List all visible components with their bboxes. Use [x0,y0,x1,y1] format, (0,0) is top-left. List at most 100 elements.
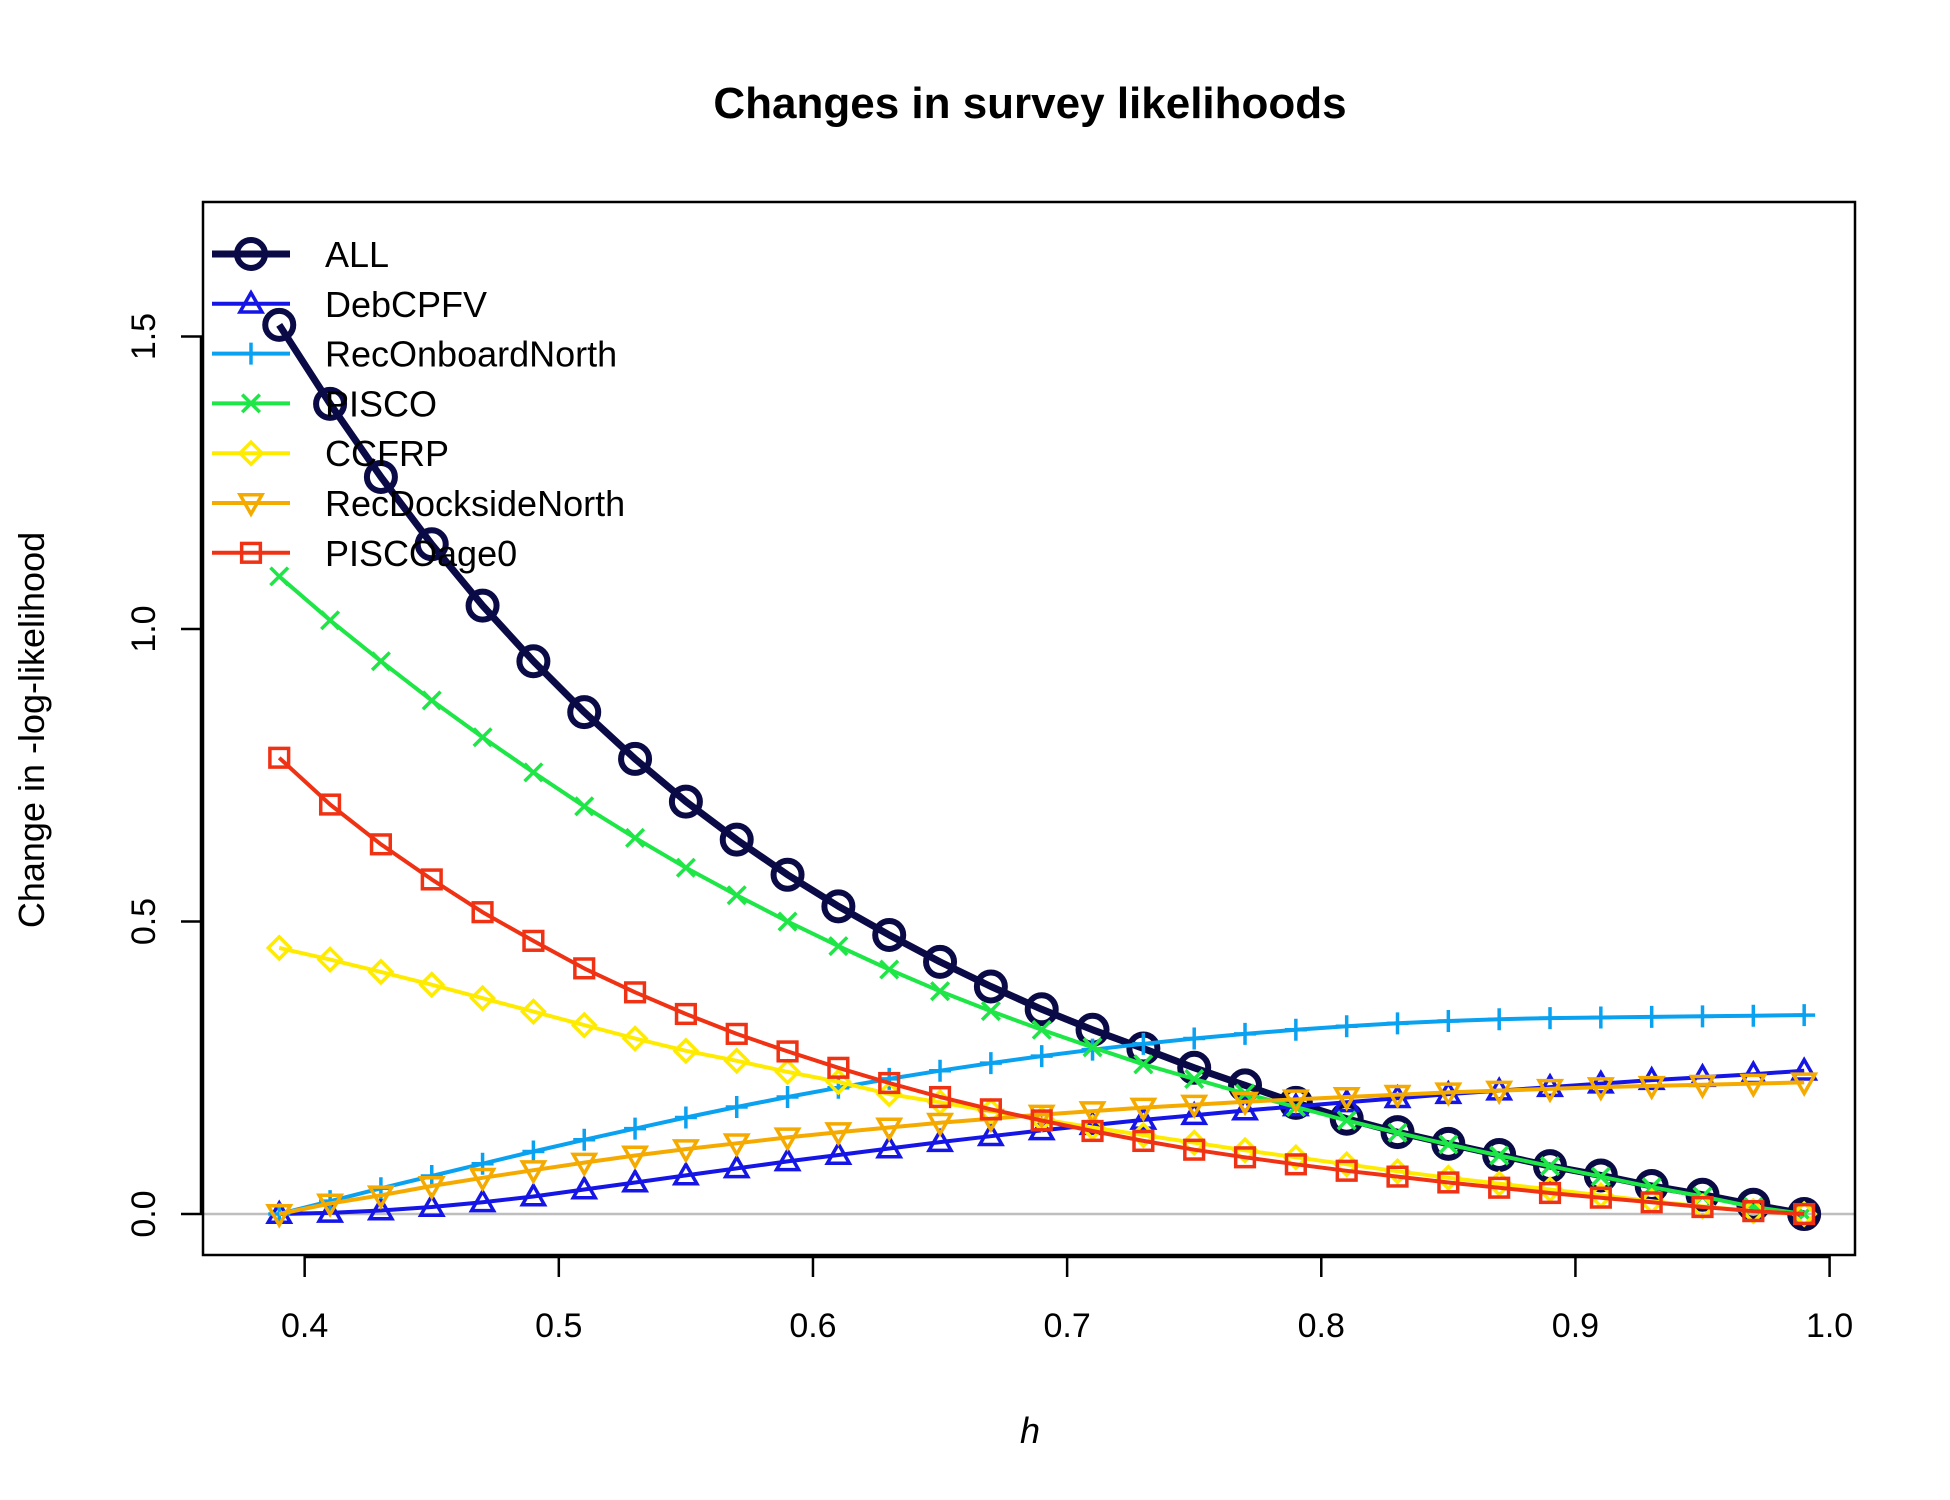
data-point-pisco [1438,1134,1459,1155]
data-point-recdocksidenorth [1129,1097,1158,1123]
y-tick-label: 0.5 [125,898,163,945]
data-point-all [923,944,958,979]
data-point-pisco [1590,1166,1611,1187]
data-point-recdocksidenorth [1485,1080,1514,1106]
data-point-pisco [625,827,646,848]
data-point-piscoage0 [1437,1171,1460,1194]
data-point-all [872,918,907,953]
data-point-reconboardnorth [776,1086,799,1109]
data-point-pisco [523,762,544,783]
data-point-recdocksidenorth [519,1160,548,1185]
data-point-piscoage0 [268,746,291,769]
data-point-pisco [675,857,696,878]
data-point-piscoage0 [674,1002,697,1026]
data-point-piscoage0 [776,1040,799,1063]
data-point-pisco [574,796,595,817]
data-point-pisco [1387,1122,1408,1143]
data-point-debcpfv [722,1153,751,1179]
data-point-recdocksidenorth [316,1193,345,1219]
data-point-ccfrp [621,1025,649,1053]
data-point-reconboardnorth [1132,1032,1155,1055]
data-point-debcpfv [1535,1072,1565,1098]
series-ccfrp [265,934,1818,1228]
data-point-debcpfv [366,1196,395,1221]
data-point-reconboardnorth [573,1128,596,1151]
data-point-all [262,307,297,342]
data-point-piscoage0 [1691,1195,1714,1219]
series-line-piscoage0 [277,756,1805,1216]
data-point-ccfrp [774,1058,802,1086]
data-point-piscoage0 [1488,1176,1511,1199]
data-point-ccfrp [723,1047,751,1075]
data-point-piscoage0 [369,833,393,856]
data-point-recdocksidenorth [1332,1087,1361,1112]
data-point-piscoage0 [1284,1153,1307,1176]
data-point-recdocksidenorth [1434,1082,1463,1107]
data-point-recdocksidenorth [1027,1104,1056,1130]
data-point-piscoage0 [1742,1200,1765,1223]
data-point-debcpfv [1586,1069,1615,1094]
data-point-recdocksidenorth [671,1139,700,1164]
data-point-reconboardnorth [1640,1005,1663,1028]
data-point-recdocksidenorth [468,1167,497,1193]
legend-item-pisco: PISCO [212,383,437,424]
data-point-reconboardnorth [1539,1007,1562,1030]
data-point-reconboardnorth [1030,1045,1053,1068]
data-point-recdocksidenorth [366,1185,395,1210]
data-point-all [1177,1050,1212,1085]
data-point-piscoage0 [979,1098,1002,1121]
data-point-all [821,889,856,924]
data-point-reconboardnorth [1691,1005,1714,1028]
x-tick-label: 1.0 [1806,1307,1853,1345]
legend-item-ccfrp: CCFRP [212,433,449,474]
data-point-recdocksidenorth [1383,1084,1412,1110]
legend-label: CCFRP [325,433,449,474]
data-point-recdocksidenorth [875,1117,904,1142]
data-point-all [516,644,551,679]
data-point-recdocksidenorth [824,1122,853,1147]
data-point-all [363,459,398,494]
legend-item-reconboardnorth: RecOnboardNorth [212,334,617,375]
data-point-debcpfv [671,1160,700,1186]
data-point-recdocksidenorth [1586,1077,1615,1102]
data-point-recdocksidenorth [1688,1074,1717,1100]
data-point-pisco [879,959,900,980]
data-point-recdocksidenorth [417,1175,446,1201]
data-point-all [770,857,805,892]
data-point-piscoage0 [878,1071,901,1095]
data-point-reconboardnorth [1284,1018,1307,1041]
data-point-recdocksidenorth [1535,1078,1565,1104]
data-point-piscoage0 [1538,1181,1562,1205]
data-point-piscoage0 [623,981,647,1004]
legend-marker [236,493,266,518]
data-point-ccfrp [1536,1176,1564,1203]
data-point-debcpfv [316,1198,345,1223]
data-point-piscoage0 [1183,1138,1206,1161]
data-point-piscoage0 [1335,1159,1358,1182]
data-point-ccfrp [316,946,344,974]
data-point-all [1380,1115,1415,1150]
x-tick-label: 0.5 [535,1307,582,1345]
series-recdocksidenorth [265,1072,1819,1229]
data-point-ccfrp [418,971,446,999]
data-point-ccfrp [875,1080,903,1108]
data-point-recdocksidenorth [1078,1101,1107,1126]
data-point-all [618,741,653,776]
data-point-ccfrp [519,998,547,1026]
y-axis: 0.0 0.5 1.0 1.5 [125,313,203,1238]
legend-marker [237,439,265,467]
data-point-reconboardnorth [624,1117,647,1140]
data-point-piscoage0 [1589,1186,1612,1209]
data-point-piscoage0 [1081,1119,1104,1143]
data-point-piscoage0 [1132,1129,1155,1153]
data-point-recdocksidenorth [773,1127,802,1152]
data-point-recdocksidenorth [1739,1073,1768,1099]
data-point-piscoage0 [471,901,494,924]
chart-title: Changes in survey likelihoods [713,79,1346,128]
data-point-debcpfv [1129,1105,1158,1130]
x-tick-label: 0.8 [1298,1307,1345,1345]
data-point-piscoage0 [573,957,596,980]
legend-label: RecOnboardNorth [325,334,617,375]
data-point-all [1482,1137,1517,1172]
